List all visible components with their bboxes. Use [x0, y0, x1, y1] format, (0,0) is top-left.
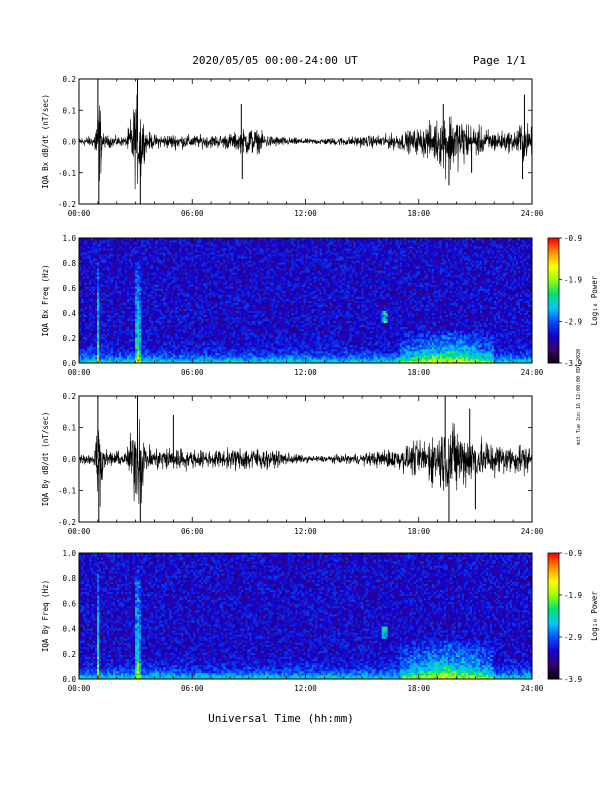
plot-area [79, 79, 532, 204]
y-axis-label: IQA Bx Freq (Hz) [41, 264, 50, 336]
x-tick-label: 18:00 [407, 368, 430, 377]
panel-bx-spectrogram: -0.9 -1.9 -2.9 -3.9 Log₁₀ Power 0.0 0.2 0.4 0.6 0… [41, 234, 599, 377]
x-tick-label: 18:00 [407, 527, 430, 536]
colorbar-tick-label: -1.9 [564, 276, 582, 285]
x-tick-label: 00:00 [68, 527, 91, 536]
colorbar: -0.9 -1.9 -2.9 -3.9 Log₁₀ Power [547, 234, 599, 368]
y-tick-label: 0.0 [62, 675, 76, 684]
y-tick-label: -0.1 [58, 487, 76, 496]
y-tick-label: 0.0 [62, 455, 76, 464]
panel-bx-dbdt: -0.2 -0.1 0.0 0.1 0.2 00:00 06:00 12:00 18:00 24:… [41, 75, 544, 218]
x-tick-label: 06:00 [181, 684, 204, 693]
colorbar-label: Log₁₀ Power [590, 591, 599, 641]
x-tick-label: 06:00 [181, 527, 204, 536]
x-tick-label: 00:00 [68, 209, 91, 218]
colorbar-tick-label: -2.9 [564, 633, 582, 642]
y-tick-label: 0.2 [62, 334, 76, 343]
y-axis-label: IQA Bx dB/dt (nT/sec) [41, 94, 50, 189]
y-tick-label: 0.6 [62, 284, 76, 293]
colorbar-tick-label: -3.9 [564, 359, 582, 368]
dbdt-trace [79, 94, 532, 190]
plot-title: 2020/05/05 00:00-24:00 UT [192, 54, 358, 67]
colorbar-frame [547, 237, 560, 364]
page-indicator: Page 1/1 [473, 54, 526, 67]
generation-stamp: mit Tue Jun 16 12:00:00 EDT 2020 [576, 349, 582, 445]
colorbar: -0.9 -1.9 -2.9 -3.9 Log₁₀ Power [547, 549, 599, 684]
colorbar-tick-label: -0.9 [564, 234, 582, 243]
plot-area [79, 396, 532, 522]
x-tick-label: 12:00 [294, 527, 317, 536]
y-tick-label: 0.1 [62, 106, 76, 115]
y-tick-label: 0.8 [62, 574, 76, 583]
y-tick-label: 0.6 [62, 599, 76, 608]
x-tick-label: 18:00 [407, 209, 430, 218]
x-tick-label: 12:00 [294, 209, 317, 218]
x-tick-label: 18:00 [407, 684, 430, 693]
y-tick-label: 1.0 [62, 549, 76, 558]
x-tick-label: 00:00 [68, 368, 91, 377]
y-tick-label: 0.2 [62, 75, 76, 84]
colorbar-label: Log₁₀ Power [590, 275, 599, 325]
colorbar-tick-label: -0.9 [564, 549, 582, 558]
y-tick-label: 0.2 [62, 650, 76, 659]
y-tick-label: 0.2 [62, 392, 76, 401]
panel-by-dbdt: -0.2 -0.1 0.0 0.1 0.2 00:00 06:00 12:00 18:00 24:… [41, 392, 544, 536]
x-tick-label: 06:00 [181, 368, 204, 377]
y-tick-label: 0.0 [62, 359, 76, 368]
plot-area [79, 553, 532, 679]
x-tick-label: 00:00 [68, 684, 91, 693]
y-tick-label: 0.8 [62, 259, 76, 268]
x-tick-label: 24:00 [521, 209, 544, 218]
colorbar-tick-label: -2.9 [564, 317, 582, 326]
x-axis-label: Universal Time (hh:mm) [208, 712, 354, 725]
x-tick-label: 12:00 [294, 684, 317, 693]
y-tick-label: -0.2 [58, 518, 76, 527]
colorbar-tick-label: -3.9 [564, 675, 582, 684]
y-tick-label: 0.4 [62, 309, 76, 318]
x-tick-label: 06:00 [181, 209, 204, 218]
x-tick-label: 24:00 [521, 684, 544, 693]
y-tick-label: -0.1 [58, 169, 76, 178]
x-tick-label: 24:00 [521, 527, 544, 536]
panels-group: -0.2 -0.1 0.0 0.1 0.2 00:00 06:00 12:00 18:00 24:… [41, 75, 599, 693]
plot-area [79, 238, 532, 363]
colorbar-frame [547, 552, 560, 680]
y-axis-label: IQA By dB/dt (nT/sec) [41, 412, 50, 507]
y-tick-label: 1.0 [62, 234, 76, 243]
panel-by-spectrogram: -0.9 -1.9 -2.9 -3.9 Log₁₀ Power 0.0 0.2 0.4 0.6 0… [41, 549, 599, 693]
y-tick-label: -0.2 [58, 200, 76, 209]
x-tick-label: 24:00 [521, 368, 544, 377]
y-tick-label: 0.1 [62, 424, 76, 433]
x-tick-label: 12:00 [294, 368, 317, 377]
y-axis-label: IQA By Freq (Hz) [41, 580, 50, 652]
dbdt-trace [79, 419, 532, 507]
y-tick-label: 0.4 [62, 625, 76, 634]
y-tick-label: 0.0 [62, 138, 76, 147]
colorbar-tick-label: -1.9 [564, 591, 582, 600]
